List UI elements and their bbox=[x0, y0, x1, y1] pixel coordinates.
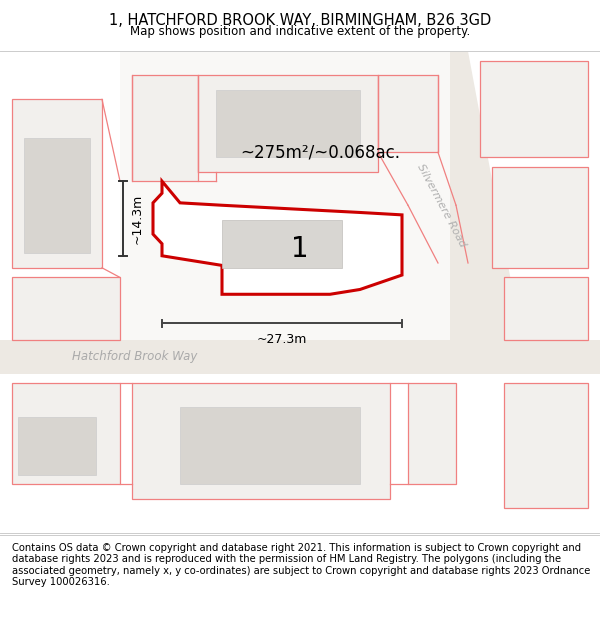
Polygon shape bbox=[0, 340, 600, 374]
Polygon shape bbox=[390, 51, 522, 374]
Polygon shape bbox=[132, 75, 198, 181]
Polygon shape bbox=[180, 408, 360, 484]
Text: Contains OS data © Crown copyright and database right 2021. This information is : Contains OS data © Crown copyright and d… bbox=[12, 542, 590, 588]
Polygon shape bbox=[153, 181, 402, 294]
Polygon shape bbox=[504, 278, 588, 340]
Polygon shape bbox=[12, 99, 102, 268]
Polygon shape bbox=[504, 383, 588, 509]
Polygon shape bbox=[216, 90, 360, 157]
Text: Silvermere Road: Silvermere Road bbox=[415, 162, 467, 249]
Text: Hatchford Brook Way: Hatchford Brook Way bbox=[72, 351, 197, 363]
Polygon shape bbox=[132, 383, 390, 499]
Text: 1, HATCHFORD BROOK WAY, BIRMINGHAM, B26 3GD: 1, HATCHFORD BROOK WAY, BIRMINGHAM, B26 … bbox=[109, 12, 491, 28]
Polygon shape bbox=[222, 219, 342, 268]
Polygon shape bbox=[492, 167, 588, 268]
Polygon shape bbox=[12, 278, 120, 340]
Text: ~14.3m: ~14.3m bbox=[130, 193, 143, 244]
Text: Map shows position and indicative extent of the property.: Map shows position and indicative extent… bbox=[130, 26, 470, 39]
Polygon shape bbox=[18, 417, 96, 475]
Polygon shape bbox=[378, 75, 438, 152]
Polygon shape bbox=[24, 138, 90, 253]
Polygon shape bbox=[198, 75, 378, 171]
Text: ~27.3m: ~27.3m bbox=[257, 332, 307, 346]
Polygon shape bbox=[480, 61, 588, 157]
Text: ~275m²/~0.068ac.: ~275m²/~0.068ac. bbox=[240, 143, 400, 161]
Polygon shape bbox=[120, 51, 450, 340]
Polygon shape bbox=[12, 383, 120, 484]
Text: 1: 1 bbox=[291, 234, 309, 262]
Polygon shape bbox=[408, 383, 456, 484]
